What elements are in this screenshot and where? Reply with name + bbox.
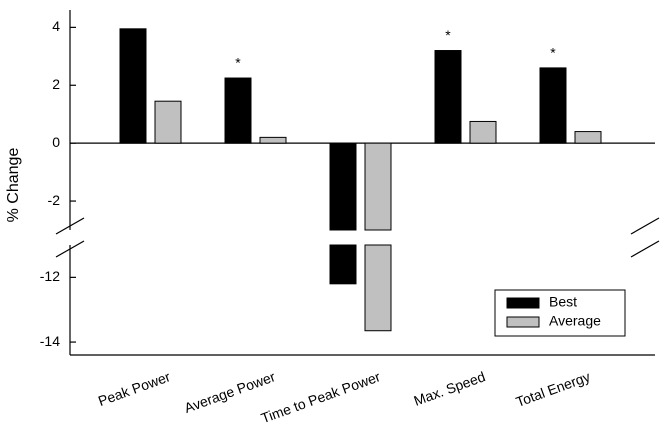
legend-label: Best bbox=[549, 294, 577, 310]
bar bbox=[434, 50, 462, 144]
bar-segment bbox=[434, 50, 462, 144]
x-tick-label: Peak Power bbox=[96, 368, 173, 409]
bar-segment bbox=[469, 120, 497, 144]
bar bbox=[539, 67, 567, 144]
y-axis-label: % Change bbox=[5, 148, 22, 223]
bar-segment bbox=[539, 67, 567, 144]
bar-segment bbox=[574, 131, 602, 144]
annotation: * bbox=[445, 27, 451, 43]
bar-segment bbox=[224, 77, 252, 144]
axis-break bbox=[55, 240, 85, 258]
y-tick-label: 2 bbox=[52, 76, 60, 92]
bar-segment bbox=[119, 28, 147, 144]
bar-segment bbox=[329, 142, 357, 231]
bar-segment bbox=[259, 136, 287, 144]
bar bbox=[329, 142, 357, 285]
x-tick-label: Time to Peak Power bbox=[259, 368, 383, 426]
bar bbox=[469, 120, 497, 144]
bar bbox=[119, 28, 147, 144]
bar bbox=[574, 131, 602, 144]
bar-segment bbox=[364, 142, 392, 231]
y-tick-label: -14 bbox=[40, 333, 60, 349]
axis-break bbox=[630, 217, 660, 235]
y-tick-label: 0 bbox=[52, 134, 60, 150]
bar-segment bbox=[329, 244, 357, 285]
annotation: * bbox=[550, 45, 556, 61]
y-tick-label: -12 bbox=[40, 268, 60, 284]
bar-segment bbox=[364, 244, 392, 332]
x-tick-label: Total Energy bbox=[514, 368, 593, 410]
y-tick-label: 4 bbox=[52, 18, 60, 34]
axis-break bbox=[55, 217, 85, 235]
legend-swatch bbox=[506, 316, 540, 328]
bar bbox=[364, 142, 392, 332]
legend-swatch bbox=[506, 297, 540, 309]
annotation: * bbox=[235, 55, 241, 71]
legend-label: Average bbox=[549, 313, 601, 329]
bar bbox=[224, 77, 252, 144]
axis-break bbox=[630, 240, 660, 258]
bar bbox=[154, 100, 182, 144]
y-tick-label: -2 bbox=[48, 192, 61, 208]
bar-segment bbox=[154, 100, 182, 144]
bar bbox=[259, 136, 287, 144]
x-tick-label: Max. Speed bbox=[412, 368, 488, 409]
